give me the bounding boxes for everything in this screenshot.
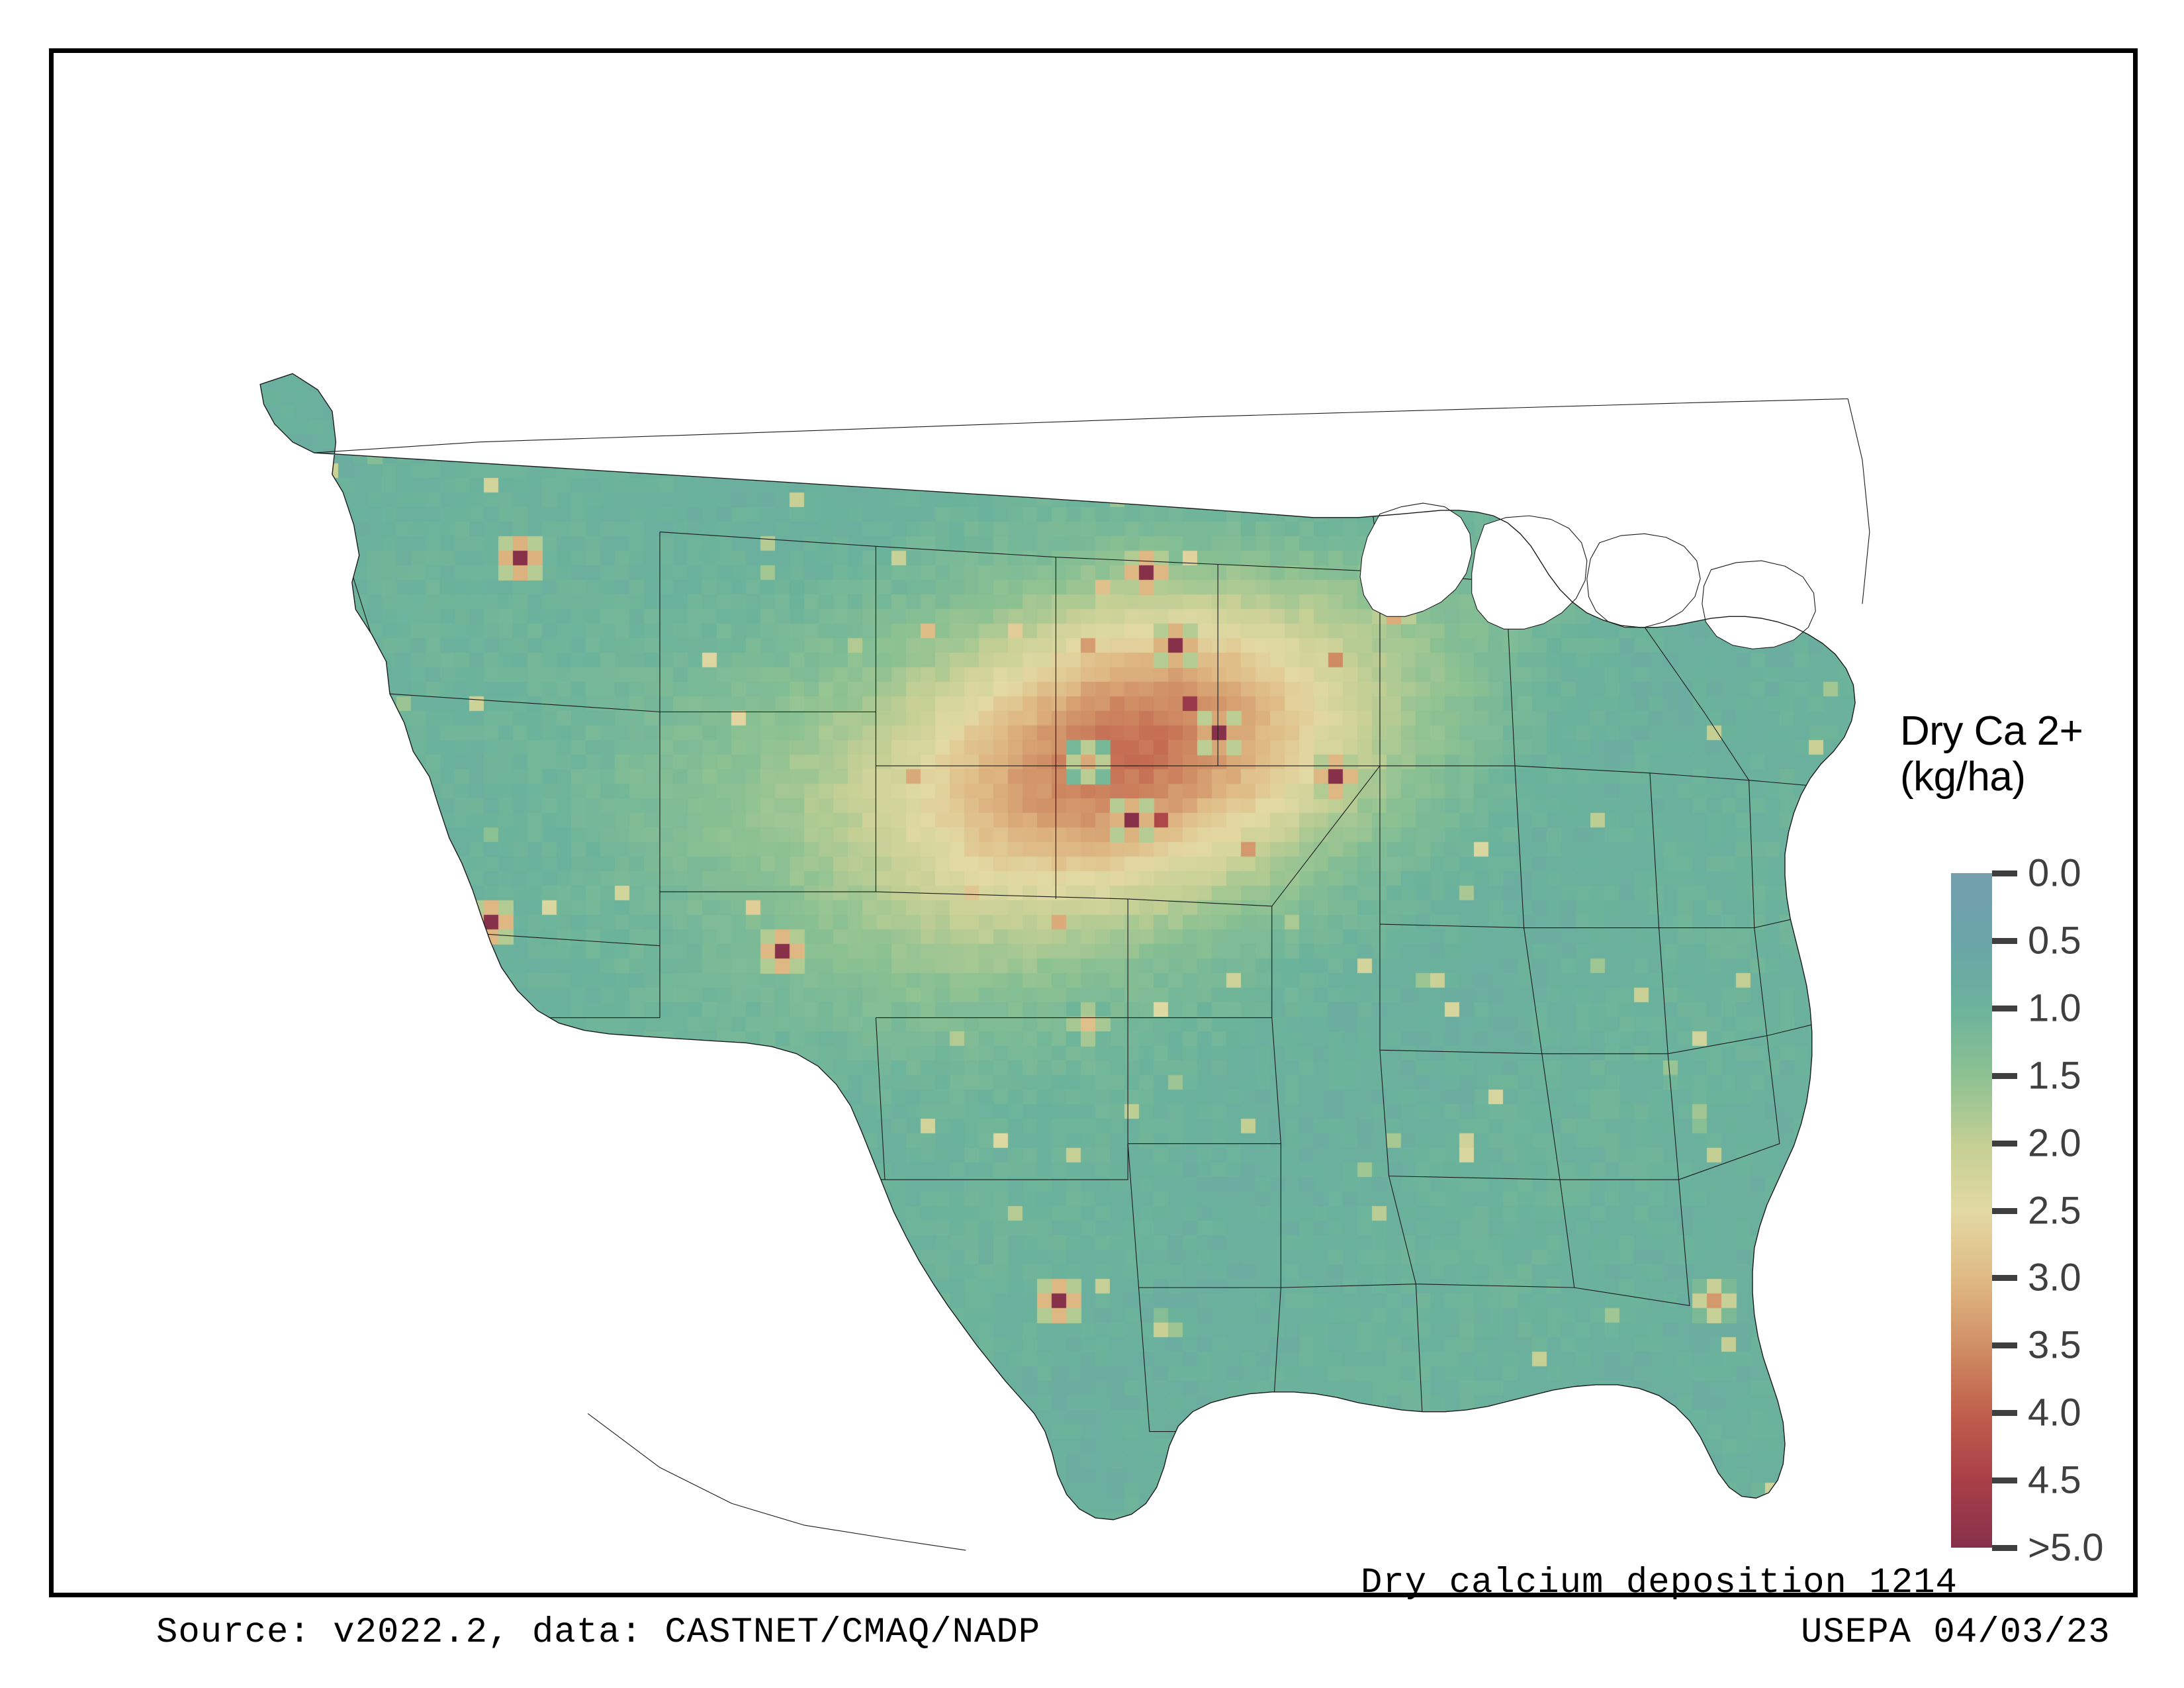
conus-outline	[260, 373, 1855, 1519]
state-boundary	[1139, 1288, 1281, 1431]
great-lake	[1472, 516, 1587, 629]
legend-title-line1: Dry Ca 2+	[1900, 708, 2083, 754]
state-boundary	[489, 1017, 624, 1413]
state-boundary	[1515, 766, 1659, 928]
colorbar-tick-label: 2.0	[2028, 1121, 2081, 1165]
figure-caption: Dry calcium deposition 1214	[1361, 1563, 1958, 1603]
state-boundary	[1542, 928, 1668, 1054]
state-boundary	[1056, 557, 1218, 766]
colorbar-tick	[1992, 870, 2017, 876]
colorbar-tick-label: 0.5	[2028, 919, 2081, 962]
state-boundary	[1641, 622, 1749, 780]
mexico-border	[588, 1413, 966, 1550]
colorbar-tick	[1992, 1477, 2017, 1484]
colorbar-tick	[1992, 1342, 2017, 1349]
legend-title-line2: (kg/ha)	[1900, 754, 2026, 800]
us-basemap	[120, 172, 1920, 1575]
colorbar-tick	[1992, 937, 2017, 944]
colorbar-tick	[1992, 1207, 2017, 1214]
colorbar-tick-label: 3.0	[2028, 1256, 2081, 1299]
colorbar-tick-label: 4.5	[2028, 1458, 2081, 1502]
deposition-raster	[120, 172, 1920, 1575]
colorbar-tick	[1992, 1275, 2017, 1282]
credit-note: USEPA 04/03/23	[1801, 1613, 2111, 1653]
state-boundary	[660, 712, 876, 892]
state-boundary	[1749, 780, 1834, 928]
state-boundary	[1574, 1180, 1690, 1305]
map-plot-area	[120, 172, 1920, 1575]
state-boundary	[660, 532, 876, 712]
colorbar-tick-label: 1.5	[2028, 1054, 2081, 1098]
state-boundary	[1380, 766, 1524, 928]
colorbar: 0.0 0.5 1.0 1.5 2.0 2.5 3.0 3.5 4.0 4.5 >5.0	[1951, 852, 2104, 1570]
canada-east-border	[1848, 399, 1870, 604]
figure-frame: Dry Ca 2+ (kg/ha) 0.0 0.5 1.0 1.5 2.0 2.5 3.0 3…	[49, 48, 2138, 1653]
state-boundary	[390, 532, 660, 712]
state-boundary	[876, 892, 1128, 1017]
state-boundary	[1560, 1054, 1679, 1180]
colorbar-tick-label: 4.0	[2028, 1391, 2081, 1434]
state-boundary	[1128, 1144, 1281, 1288]
great-lake	[1702, 561, 1815, 649]
colorbar-tick-label: 2.5	[2028, 1189, 2081, 1232]
state-boundary	[1380, 924, 1542, 1054]
state-boundary	[1218, 565, 1380, 766]
state-boundary	[1380, 1050, 1560, 1180]
colorbar-tick	[1992, 1072, 2017, 1079]
state-boundary	[1272, 766, 1380, 906]
state-boundary	[1650, 773, 1754, 928]
colorbar-tick	[1992, 1410, 2017, 1417]
colorbar-gradient	[1951, 873, 1992, 1548]
great-lake	[1587, 534, 1700, 627]
state-boundary	[885, 1017, 1128, 1180]
state-boundary	[1128, 899, 1272, 1017]
state-boundary	[1668, 928, 1767, 1054]
great-lake	[1360, 503, 1472, 616]
colorbar-tick-label: 1.0	[2028, 986, 2081, 1030]
state-boundary	[660, 1017, 885, 1180]
state-boundary	[1128, 1017, 1281, 1143]
canada-border	[314, 399, 1848, 453]
state-boundary	[876, 546, 1056, 766]
state-boundary	[498, 946, 660, 1018]
state-boundary	[314, 453, 390, 694]
colorbar-tick-label: 0.0	[2028, 851, 2081, 895]
colorbar-tick-label: >5.0	[2028, 1526, 2104, 1570]
colorbar-tick-label: 3.5	[2028, 1323, 2081, 1367]
source-note: Source: v2022.2, data: CASTNET/CMAQ/NADP	[156, 1613, 1041, 1653]
state-boundary	[390, 712, 660, 945]
colorbar-tick	[1992, 1545, 2017, 1551]
colorbar-tick	[1992, 1140, 2017, 1147]
state-boundary	[1389, 1176, 1574, 1288]
state-boundary	[1679, 1036, 1780, 1180]
legend-title-block: Dry Ca 2+ (kg/ha)	[1900, 708, 2178, 800]
colorbar-tick	[1992, 1005, 2017, 1011]
